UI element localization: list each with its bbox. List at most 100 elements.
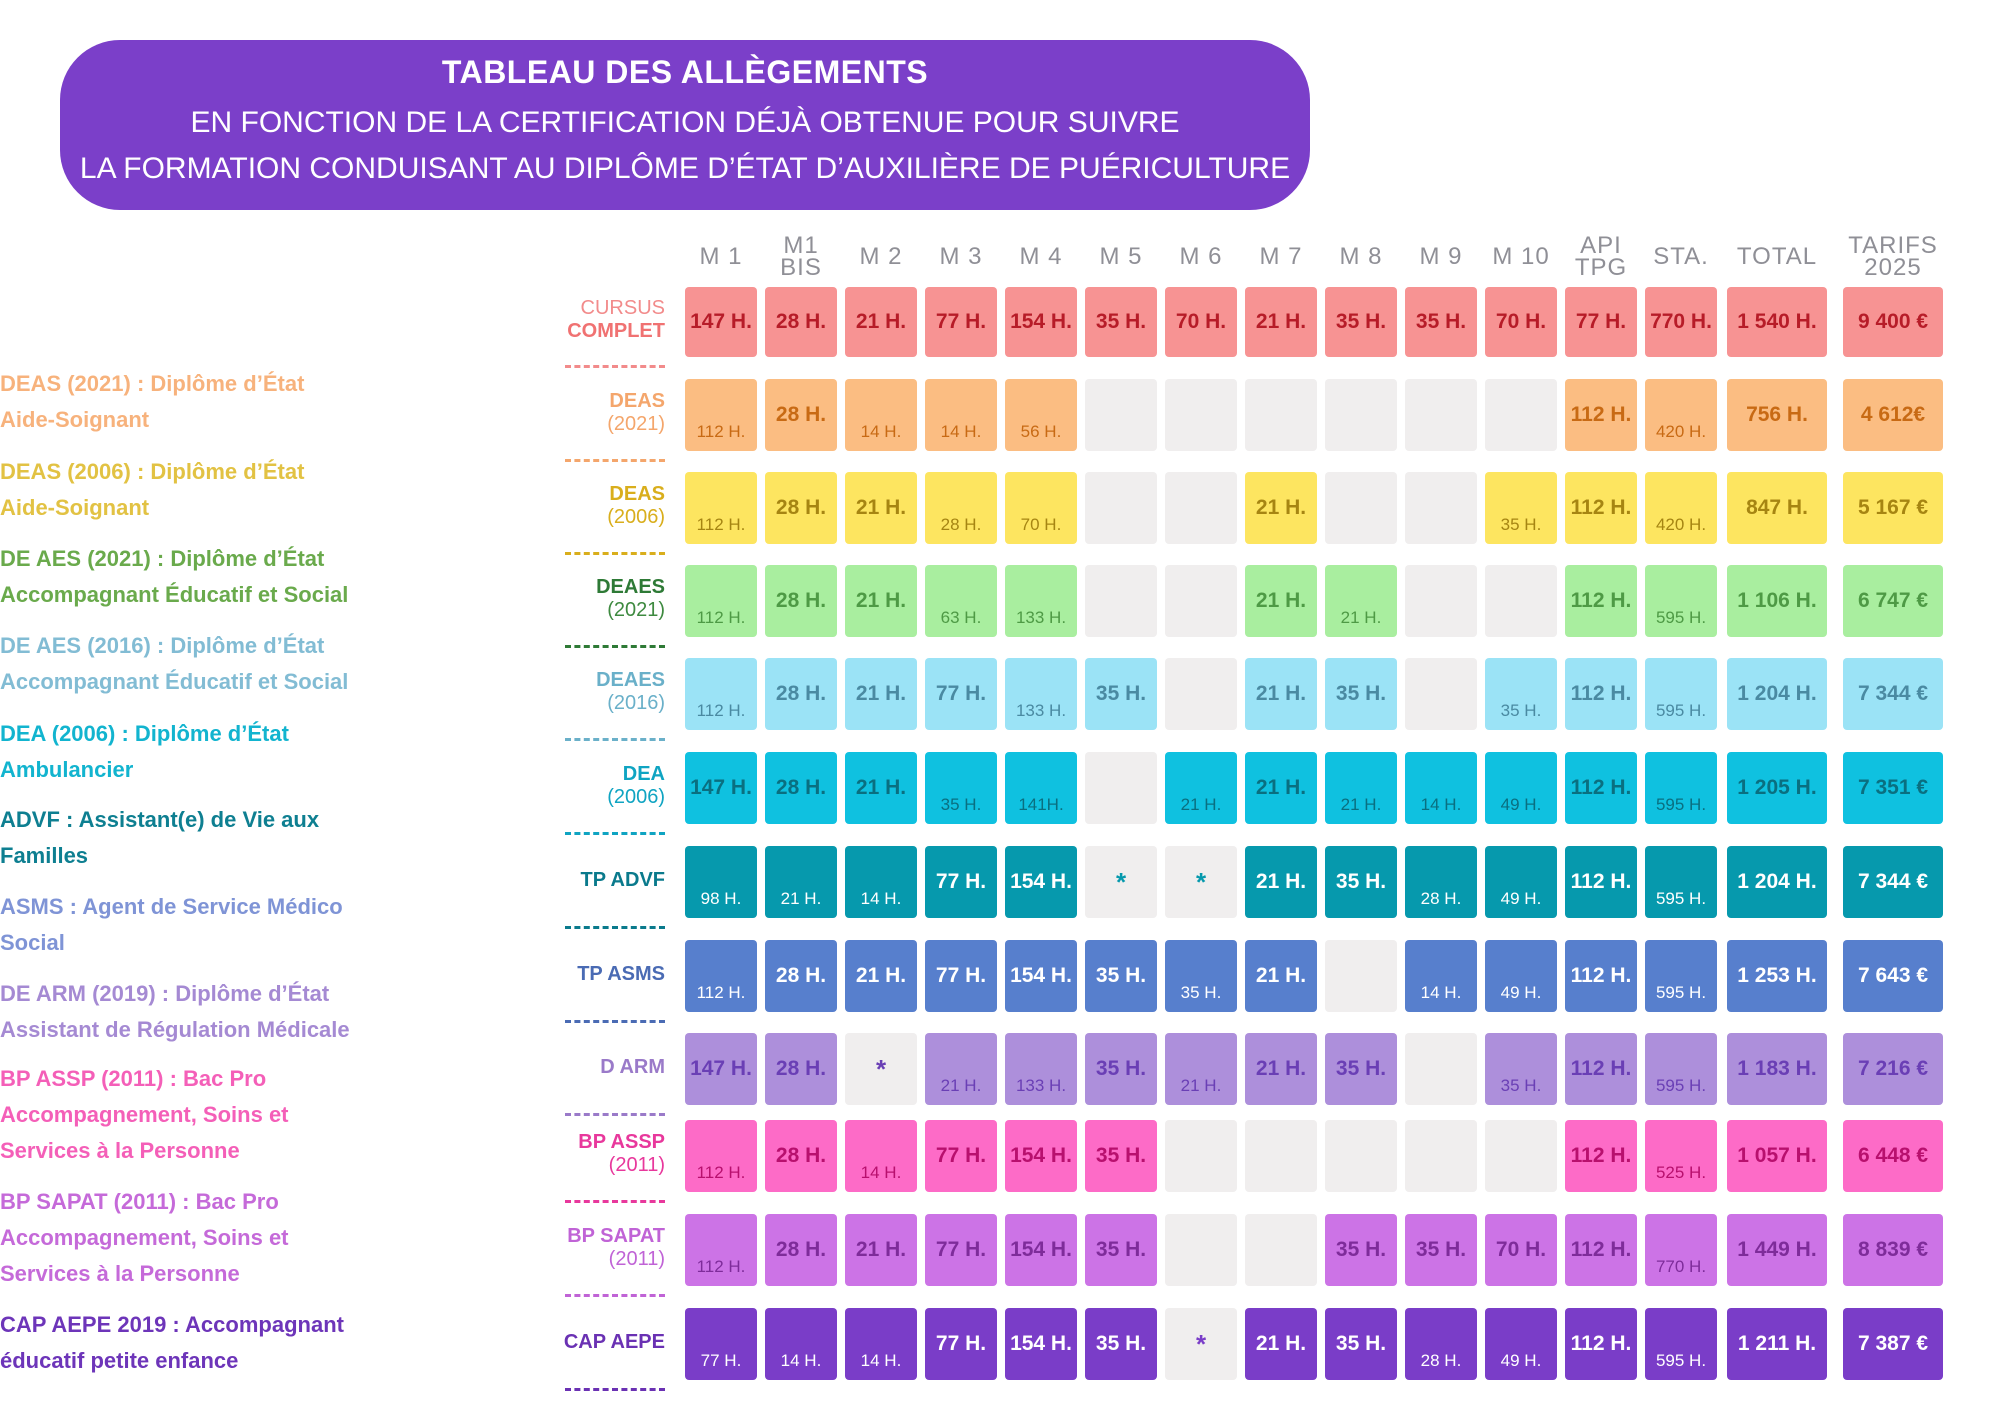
table-cell: 21 H. bbox=[1245, 846, 1317, 918]
legend-item-line: ASMS : Agent de Service Médico bbox=[0, 894, 343, 919]
cell-value: 21 H. bbox=[1180, 795, 1222, 814]
legend-item-line: Ambulancier bbox=[0, 757, 134, 782]
table-cell: 1 449 H. bbox=[1727, 1214, 1827, 1286]
table-cell: 21 H. bbox=[845, 287, 917, 357]
table-cell: 112 H. bbox=[1565, 565, 1637, 637]
row-label-line-2: COMPLET bbox=[567, 320, 665, 342]
cell-value: 70 H. bbox=[1495, 310, 1547, 333]
cell-value: 21 H. bbox=[855, 589, 907, 612]
table-cell: 595 H. bbox=[1645, 1033, 1717, 1105]
table-cell: 35 H. bbox=[1085, 1308, 1157, 1380]
table-cell: 5 167 € bbox=[1843, 472, 1943, 544]
row-label-underline bbox=[565, 645, 665, 648]
cell-value: 21 H. bbox=[1255, 682, 1307, 705]
table-cell: 35 H. bbox=[1085, 940, 1157, 1012]
table-cell: 28 H. bbox=[765, 658, 837, 730]
cell-value: 1 106 H. bbox=[1737, 589, 1817, 612]
table-cell: 6 448 € bbox=[1843, 1120, 1943, 1192]
table-cell: 595 H. bbox=[1645, 846, 1717, 918]
cell-value: 112 H. bbox=[1570, 403, 1632, 426]
table-cell: 21 H. bbox=[1245, 472, 1317, 544]
table-cell bbox=[1485, 379, 1557, 451]
table-cell: 35 H. bbox=[1325, 846, 1397, 918]
cell-value: 112 H. bbox=[1570, 496, 1632, 519]
table-cell: 14 H. bbox=[845, 1120, 917, 1192]
row-label-underline bbox=[565, 1200, 665, 1203]
cell-value: 28 H. bbox=[1420, 1351, 1462, 1370]
cell-value: 77 H. bbox=[1575, 310, 1627, 333]
cell-value: 28 H. bbox=[775, 1238, 827, 1261]
cell-value: 420 H. bbox=[1655, 515, 1707, 534]
cell-value: 112 H. bbox=[1570, 1144, 1632, 1167]
cell-value: 21 H. bbox=[855, 496, 907, 519]
cell-value: 35 H. bbox=[1095, 1238, 1147, 1261]
table-cell: 21 H. bbox=[925, 1033, 997, 1105]
row-label: TP ASMS bbox=[530, 963, 665, 986]
legend-item: DEAS (2006) : Diplôme d’État Aide-Soignan… bbox=[0, 454, 400, 526]
table-cell: 112 H. bbox=[685, 472, 757, 544]
cell-value: 112 H. bbox=[1570, 1057, 1632, 1080]
row-label-line-1: DEAES bbox=[596, 576, 665, 598]
table-cell: 112 H. bbox=[1565, 940, 1637, 1012]
row-label-line-2: (2016) bbox=[607, 692, 665, 714]
cell-value: 595 H. bbox=[1655, 983, 1707, 1002]
table-cell: 6 747 € bbox=[1843, 565, 1943, 637]
cell-value: 525 H. bbox=[1655, 1163, 1707, 1182]
table-cell bbox=[1405, 1120, 1477, 1192]
row-label-underline bbox=[565, 365, 665, 368]
table-cell: 112 H. bbox=[1565, 1033, 1637, 1105]
cell-value: 1 205 H. bbox=[1737, 776, 1817, 799]
row-label-line-1: TP ADVF bbox=[580, 868, 665, 891]
table-cell: 28 H. bbox=[765, 287, 837, 357]
table-cell: 133 H. bbox=[1005, 1033, 1077, 1105]
cell-value: 35 H. bbox=[1415, 310, 1467, 333]
cell-value: 8 839 € bbox=[1857, 1238, 1929, 1261]
legend-item-line: Familles bbox=[0, 843, 89, 868]
table-cell: 98 H. bbox=[685, 846, 757, 918]
cell-value: 147 H. bbox=[690, 776, 752, 799]
row-label-line-1: CAP AEPE bbox=[563, 1330, 665, 1353]
cell-value: 70 H. bbox=[1495, 1238, 1547, 1261]
cell-value: 21 H. bbox=[1340, 608, 1382, 627]
cell-value: 147 H. bbox=[690, 310, 752, 333]
legend-item: DE ARM (2019) : Diplôme d’État Assistant … bbox=[0, 976, 400, 1048]
table-cell: 21 H. bbox=[1325, 565, 1397, 637]
cell-value: 112 H. bbox=[696, 515, 746, 534]
table-cell: 7 387 € bbox=[1843, 1308, 1943, 1380]
column-header: STA. bbox=[1653, 243, 1709, 270]
banner-title: TABLEAU DES ALLÈGEMENTS bbox=[441, 54, 929, 90]
column-header: M 5 bbox=[1099, 243, 1143, 270]
table-cell: 420 H. bbox=[1645, 472, 1717, 544]
cell-value: 756 H. bbox=[1746, 403, 1808, 426]
cell-value: 49 H. bbox=[1500, 795, 1542, 814]
cell-value: 35 H. bbox=[1095, 682, 1147, 705]
cell-value: 56 H. bbox=[1020, 422, 1062, 441]
cell-value: 7 216 € bbox=[1857, 1057, 1929, 1080]
cell-value: 112 H. bbox=[1570, 1238, 1632, 1261]
cell-value: 35 H. bbox=[1335, 1057, 1387, 1080]
legend-item-line: Services à la Personne bbox=[0, 1138, 240, 1163]
table-cell: 35 H. bbox=[1085, 1214, 1157, 1286]
table-cell: 21 H. bbox=[1165, 752, 1237, 824]
table-cell: 56 H. bbox=[1005, 379, 1077, 451]
cell-value: 21 H. bbox=[1255, 310, 1307, 333]
cell-value: 7 387 € bbox=[1857, 1332, 1929, 1355]
cell-value: 112 H. bbox=[1570, 1332, 1632, 1355]
cell-value: 112 H. bbox=[1570, 964, 1632, 987]
cell-value: * bbox=[1195, 866, 1207, 897]
row-label-line-2: (2021) bbox=[607, 413, 665, 435]
table-cell: 1 253 H. bbox=[1727, 940, 1827, 1012]
legend-item-line: Aide-Soignant bbox=[0, 495, 150, 520]
cell-value: 63 H. bbox=[940, 608, 982, 627]
row-label-line-2: (2011) bbox=[608, 1154, 665, 1176]
table-cell: 21 H. bbox=[1245, 565, 1317, 637]
cell-value: 77 H. bbox=[935, 964, 987, 987]
table-cell: 770 H. bbox=[1645, 1214, 1717, 1286]
cell-value: 7 344 € bbox=[1857, 682, 1929, 705]
table-cell: 1 211 H. bbox=[1727, 1308, 1827, 1380]
table-cell: 35 H. bbox=[1325, 1308, 1397, 1380]
table-cell: 63 H. bbox=[925, 565, 997, 637]
row-label-line-1: CURSUS bbox=[580, 297, 665, 319]
cell-value: 28 H. bbox=[1420, 889, 1462, 908]
cell-value: 147 H. bbox=[690, 1057, 752, 1080]
